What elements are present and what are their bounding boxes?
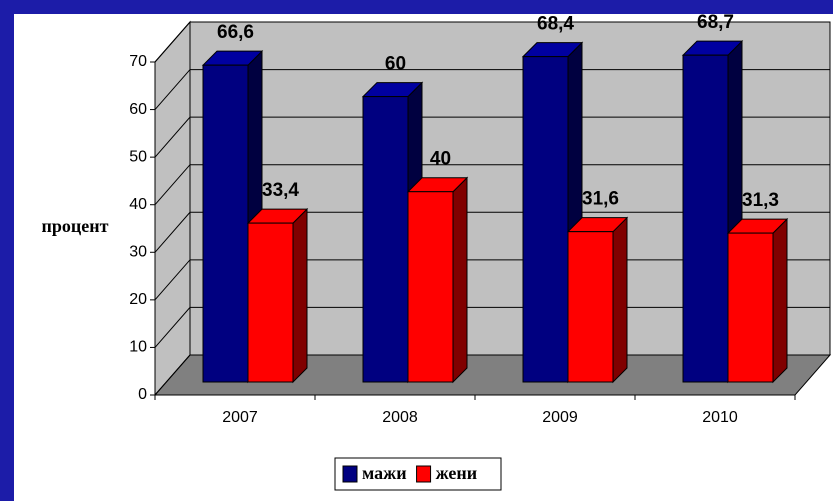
bar	[522, 56, 569, 383]
bar-side	[612, 216, 628, 384]
x-tick-label: 2008	[382, 409, 418, 426]
grid-line	[154, 164, 830, 206]
y-tick-label: 50	[129, 148, 147, 165]
y-tick-label: 10	[129, 339, 147, 356]
y-tick-label: 20	[129, 291, 147, 308]
bar-side	[772, 217, 788, 384]
value-label: 40	[430, 149, 451, 170]
value-label: 66,6	[217, 22, 254, 43]
bar	[362, 96, 409, 383]
bar-side	[292, 207, 308, 384]
y-tick-label: 40	[129, 196, 147, 213]
bar	[407, 191, 454, 383]
y-tick-label: 0	[138, 386, 147, 403]
grid-line	[154, 211, 830, 253]
x-tick-label: 2010	[702, 409, 738, 426]
value-label: 68,7	[697, 12, 734, 33]
grid-line	[154, 69, 830, 110]
grid-line	[154, 21, 830, 63]
side-wall	[154, 20, 191, 397]
value-label: 31,3	[742, 190, 779, 211]
bar	[682, 54, 729, 383]
bar	[247, 222, 294, 383]
legend-label: мажи	[362, 463, 407, 483]
bar	[727, 232, 774, 383]
legend-swatch	[342, 465, 358, 483]
legend-swatch	[416, 465, 432, 483]
legend-label: жени	[436, 463, 478, 483]
bar-side	[452, 176, 468, 384]
y-tick-label: 70	[129, 53, 147, 70]
value-label: 33,4	[262, 180, 299, 201]
y-tick-label: 30	[129, 244, 147, 261]
bar	[202, 64, 249, 383]
bar	[567, 231, 614, 383]
x-tick-label: 2009	[542, 409, 578, 426]
value-label: 31,6	[582, 189, 619, 210]
value-label: 68,4	[537, 14, 574, 35]
y-tick-label: 60	[129, 101, 147, 118]
value-label: 60	[385, 54, 406, 75]
x-tick-label: 2007	[222, 409, 258, 426]
grid-line	[154, 116, 830, 158]
y-axis-label: процент	[42, 216, 109, 236]
